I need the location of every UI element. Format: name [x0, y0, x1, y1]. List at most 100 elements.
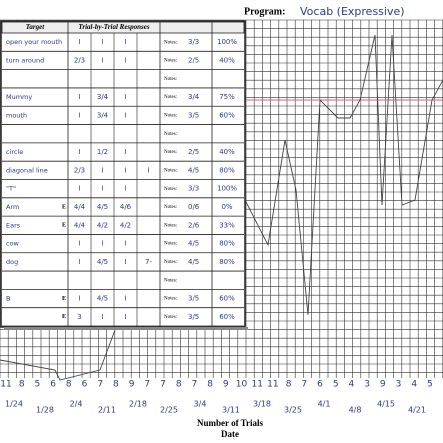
trial-number: 3: [364, 380, 370, 390]
trial-number: 9: [380, 380, 386, 390]
response: 3/4: [97, 93, 109, 101]
notes-label: Notes:: [164, 59, 177, 64]
response: I: [78, 38, 80, 46]
trial-number: 8: [113, 380, 119, 390]
trial-table: Target Trial-by-Trial Responses open your …: [1, 21, 245, 327]
trial-number: 8: [207, 380, 213, 390]
target: circle: [6, 148, 23, 156]
notes-label: Notes:: [164, 168, 177, 173]
response: 7-: [145, 258, 152, 266]
note: 3/5: [188, 313, 199, 321]
row-mark: E: [62, 204, 66, 210]
percent: 60%: [219, 295, 235, 303]
response: I: [101, 313, 103, 321]
response: 4/2: [120, 221, 131, 229]
date-label: Date: [221, 429, 239, 439]
target: cow: [6, 240, 20, 248]
target: diagonal line: [6, 166, 48, 174]
percent: 60%: [219, 111, 235, 119]
notes-label: Notes:: [164, 150, 177, 155]
target: dog: [6, 258, 18, 266]
date: 4/15: [377, 400, 395, 409]
percent: 40%: [219, 148, 235, 156]
trial-number: 7: [97, 380, 103, 390]
response: I: [124, 56, 126, 64]
notes-label: Notes:: [164, 132, 177, 137]
response: 3/4: [97, 111, 109, 119]
percent: 80%: [219, 240, 235, 248]
note: 4/5: [188, 258, 199, 266]
trial-number: 6: [82, 380, 88, 390]
response: I: [124, 313, 126, 321]
response: I: [78, 93, 80, 101]
response: I: [124, 148, 126, 156]
note: 2/6: [188, 221, 200, 229]
target: "T": [6, 185, 16, 193]
percent: 60%: [219, 313, 235, 321]
program-label: Program:: [244, 6, 285, 17]
trial-number: 6: [317, 380, 323, 390]
response: I: [78, 185, 80, 193]
header-cell: Target: [26, 23, 45, 31]
target: Ears: [6, 221, 21, 229]
response: 4/5: [97, 203, 108, 211]
response: I: [147, 166, 149, 174]
response: I: [101, 240, 103, 248]
trial-number: 8: [176, 380, 182, 390]
notes-label: Notes:: [164, 40, 177, 45]
trial-number: 6: [50, 380, 56, 390]
response: I: [124, 295, 126, 303]
response: I: [78, 111, 80, 119]
response: 4/4: [74, 203, 86, 211]
response: 3: [77, 313, 81, 321]
date: 2/4: [70, 400, 83, 409]
trial-number: 11: [251, 380, 262, 390]
response: I: [78, 258, 80, 266]
trial-number: 7: [144, 380, 150, 390]
date: 4/8: [349, 406, 362, 415]
response: 2/3: [74, 166, 85, 174]
trial-number: 8: [66, 380, 72, 390]
response: 4/2: [97, 221, 108, 229]
trial-number: 3: [396, 380, 402, 390]
target: Arm: [6, 203, 19, 211]
date: 1/28: [36, 406, 54, 415]
response: I: [124, 166, 126, 174]
trial-number: 7: [160, 380, 166, 390]
notes-label: Notes:: [164, 297, 177, 302]
trial-number: 10: [236, 380, 248, 390]
note: 4/5: [188, 240, 199, 248]
header-cell: Trial-by-Trial Responses: [78, 23, 150, 31]
date: 3/18: [253, 400, 271, 409]
sheet-shadow: [4, 327, 248, 330]
date: 2/25: [160, 406, 178, 415]
response: 4/5: [97, 295, 108, 303]
percent: 100%: [217, 185, 237, 193]
note: 2/5: [188, 148, 199, 156]
percent: 40%: [219, 56, 235, 64]
notes-label: Notes:: [164, 187, 177, 192]
note: 3/3: [188, 38, 199, 46]
response: I: [78, 240, 80, 248]
trial-number: 8: [19, 380, 25, 390]
date: 4/21: [408, 406, 426, 415]
percent: 100%: [217, 38, 237, 46]
target: open your mouth: [6, 38, 62, 46]
target: B: [6, 295, 10, 303]
date: 2/18: [129, 400, 147, 409]
date: 3/4: [194, 400, 207, 409]
trial-number: 11: [267, 380, 278, 390]
trial-number: 4: [411, 380, 417, 390]
notes-label: Notes:: [164, 260, 177, 265]
response: I: [101, 185, 103, 193]
date: 3/25: [284, 406, 302, 415]
date: 3/11: [222, 406, 240, 415]
response: I: [101, 38, 103, 46]
note: 3/4: [188, 93, 200, 101]
note: 0/6: [188, 203, 200, 211]
program-value: Vocab (Expressive): [300, 5, 405, 18]
response: I: [78, 148, 80, 156]
trial-number: 9: [129, 380, 135, 390]
data-path: [244, 34, 443, 316]
response: I: [78, 295, 80, 303]
